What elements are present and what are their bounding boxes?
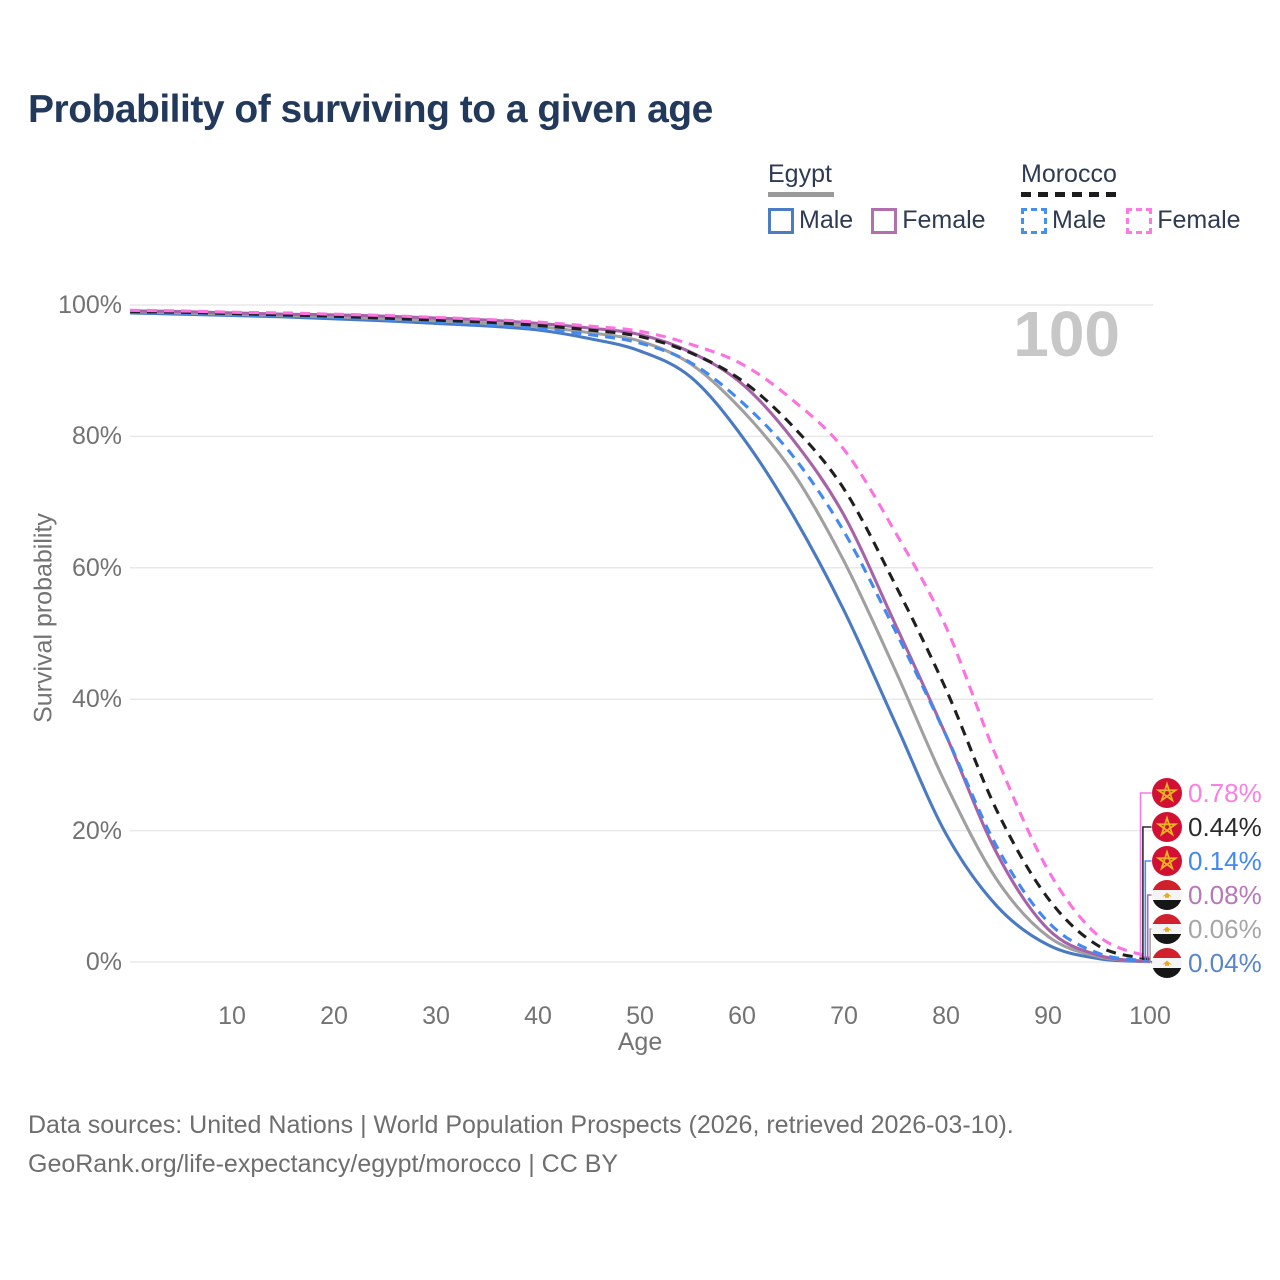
x-tick-label: 90 [1034, 1002, 1062, 1030]
series-line-egypt-all [129, 310, 1151, 964]
series-line-egypt-male [129, 311, 1151, 964]
egypt-male-checkbox-icon[interactable] [768, 207, 794, 234]
x-tick-label: 40 [524, 1002, 552, 1030]
end-label-egypt-male[interactable]: 0.04% [1152, 948, 1262, 978]
morocco-flag-icon [1152, 846, 1182, 876]
data-sources-note: Data sources: United Nations | World Pop… [28, 1111, 1014, 1139]
legend-group-egypt-label: Egypt [768, 160, 832, 188]
end-label-egypt-all[interactable]: 0.06% [1152, 914, 1262, 944]
morocco-flag-icon [1152, 812, 1182, 842]
x-tick-label: 70 [830, 1002, 858, 1030]
legend-item-egypt-male-label: Male [799, 206, 854, 234]
x-tick-label: 60 [728, 1002, 756, 1030]
morocco-male-checkbox-icon[interactable] [1021, 207, 1047, 234]
x-tick-label: 50 [626, 1002, 654, 1030]
y-tick-label: 60% [71, 553, 122, 582]
egypt-flag-icon [1152, 948, 1182, 978]
x-tick-label: 30 [422, 1002, 450, 1030]
series-line-egypt-female [129, 309, 1151, 964]
legend-item-morocco-male[interactable]: Male [1021, 206, 1106, 235]
end-label-value: 0.06% [1188, 913, 1262, 944]
attribution-link: GeoRank.org/life-expectancy/egypt/morocc… [28, 1150, 619, 1178]
end-label-morocco-all[interactable]: 0.44% [1152, 812, 1262, 842]
end-label-connector [1146, 894, 1152, 963]
legend-item-morocco-female-label: Female [1157, 206, 1241, 234]
end-label-value: 0.78% [1188, 777, 1262, 808]
x-tick-label: 80 [932, 1002, 960, 1030]
x-axis-title: Age [617, 1028, 663, 1056]
legend-item-egypt-male[interactable]: Male [768, 206, 853, 235]
egypt-line-style-swatch [768, 192, 834, 197]
morocco-line-style-swatch [1021, 192, 1122, 197]
end-label-value: 0.44% [1188, 811, 1262, 842]
age-counter-watermark: 100 [1013, 298, 1120, 370]
morocco-flag-icon [1152, 778, 1182, 808]
x-tick-label: 10 [218, 1002, 246, 1030]
legend-group-morocco: Morocco Male Female [1021, 160, 1241, 235]
end-label-connector [1142, 826, 1152, 960]
series-line-morocco-male [129, 310, 1151, 963]
x-tick-label: 20 [320, 1002, 348, 1030]
series-line-morocco-female [129, 308, 1151, 959]
series-line-morocco-all [129, 310, 1151, 961]
morocco-female-checkbox-icon[interactable] [1126, 207, 1153, 234]
chart-title: Probability of surviving to a given age [28, 88, 713, 131]
legend-item-morocco-male-label: Male [1052, 206, 1107, 234]
egypt-female-checkbox-icon[interactable] [871, 207, 898, 234]
y-tick-label: 40% [71, 685, 122, 714]
footer-note: Data sources: United Nations | World Pop… [28, 1106, 1014, 1184]
end-label-value: 0.04% [1188, 947, 1262, 978]
legend-item-egypt-female-label: Female [902, 206, 986, 234]
egypt-flag-icon [1152, 914, 1182, 944]
end-label-morocco-male[interactable]: 0.14% [1152, 846, 1262, 876]
y-tick-label: 20% [71, 816, 122, 845]
legend-item-egypt-female[interactable]: Female [871, 206, 986, 235]
legend-group-egypt: Egypt Male Female [768, 160, 986, 235]
end-label-value: 0.14% [1188, 845, 1262, 876]
legend-item-morocco-female[interactable]: Female [1126, 206, 1241, 235]
y-tick-label: 80% [71, 422, 122, 451]
y-tick-label: 0% [85, 948, 122, 976]
x-tick-label: 100 [1129, 1002, 1171, 1030]
y-tick-label: 100% [58, 291, 122, 319]
end-label-value: 0.08% [1188, 879, 1262, 910]
egypt-flag-icon [1152, 880, 1182, 910]
end-label-morocco-female[interactable]: 0.78% [1152, 778, 1262, 808]
end-label-egypt-female[interactable]: 0.08% [1152, 880, 1262, 910]
legend-group-morocco-label: Morocco [1021, 160, 1117, 188]
